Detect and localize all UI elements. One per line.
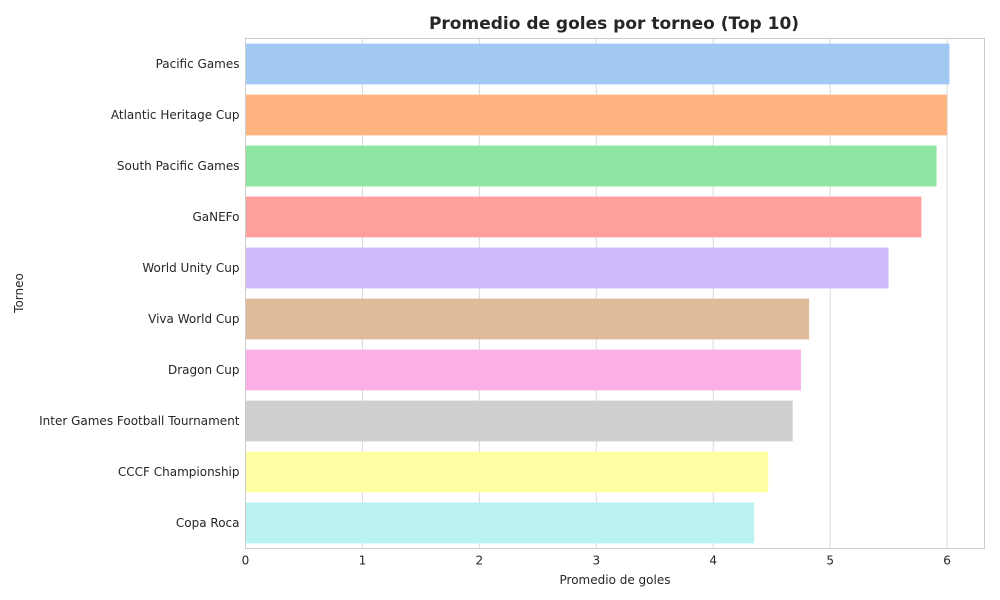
x-tick-label: 0: [242, 554, 250, 568]
x-tick-label: 2: [476, 554, 484, 568]
x-axis-label: Promedio de goles: [560, 573, 671, 587]
bar: [245, 43, 950, 85]
bar: [245, 145, 937, 187]
x-tick-labels: 0 1 2 3 4 5 6: [242, 554, 951, 568]
y-tick-labels: Pacific Games Atlantic Heritage Cup South …: [39, 57, 240, 530]
y-tick-label: Inter Games Football Tournament: [39, 414, 240, 428]
bar: [245, 451, 769, 493]
bar: [245, 196, 922, 238]
x-tick-label: 1: [359, 554, 367, 568]
bar: [245, 298, 810, 340]
bar: [245, 502, 755, 544]
y-tick-label: Pacific Games: [156, 57, 240, 71]
y-tick-label: GaNEFo: [192, 210, 239, 224]
plot-frame: [245, 38, 985, 549]
y-tick-label: CCCF Championship: [118, 465, 240, 479]
y-tick-label: South Pacific Games: [117, 159, 240, 173]
bar: [245, 94, 948, 136]
y-tick-label: Copa Roca: [176, 516, 240, 530]
chart-title: Promedio de goles por torneo (Top 10): [429, 14, 799, 34]
bar: [245, 247, 889, 289]
x-tick-label: 3: [592, 554, 600, 568]
y-tick-label: Viva World Cup: [148, 312, 239, 326]
x-tick-label: 6: [943, 554, 951, 568]
y-tick-label: World Unity Cup: [142, 261, 239, 275]
bars-group: [245, 43, 950, 544]
y-tick-label: Dragon Cup: [168, 363, 240, 377]
bar: [245, 349, 801, 391]
x-tick-label: 5: [826, 554, 834, 568]
y-axis-label: Torneo: [12, 273, 26, 314]
y-tick-label: Atlantic Heritage Cup: [111, 108, 240, 122]
x-tick-label: 4: [709, 554, 717, 568]
bar: [245, 400, 793, 442]
